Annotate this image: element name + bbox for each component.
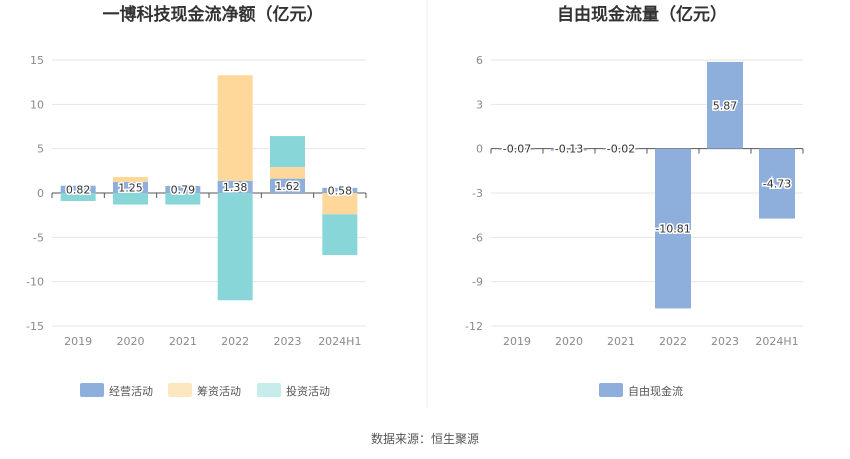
bar-segment	[113, 181, 148, 193]
legend-swatch	[168, 383, 192, 397]
x-tick-label: 2024H1	[318, 335, 361, 348]
y-tick-label: 3	[476, 98, 483, 111]
data-label: 1.38	[223, 181, 248, 194]
gridlines	[51, 59, 367, 327]
bar	[499, 148, 535, 150]
data-label: 5.87	[713, 99, 738, 112]
data-source: 数据来源：恒生聚源	[371, 431, 479, 446]
y-tick-label: -5	[33, 231, 44, 244]
x-tick-label: 2019	[64, 335, 92, 348]
data-labels: -0.07 -0.13 -0.02 -10.81 5.87 -4.73	[501, 98, 792, 237]
bar-segment	[270, 136, 305, 168]
legend-item[interactable]: 经营活动	[80, 383, 153, 398]
y-axis-ticks: 6 3 0 -3 -6 -9 -12	[465, 54, 483, 333]
data-label: 0.79	[171, 183, 196, 196]
bars	[60, 75, 358, 301]
x-tick-label: 2022	[221, 335, 249, 348]
bar	[551, 148, 587, 151]
bar-segment	[217, 180, 253, 193]
bar-segment	[322, 193, 358, 215]
legend: 自由现金流	[599, 383, 683, 398]
y-tick-label: -12	[465, 320, 483, 333]
data-label: 0.82	[66, 183, 91, 196]
bar-segment	[60, 193, 96, 201]
bar-segment	[270, 178, 305, 193]
x-axis-ticks: 2019 2020 2021 2022 2023 2024H1	[64, 335, 361, 348]
bar-segment	[113, 193, 148, 205]
bar-segment	[165, 193, 201, 205]
y-tick-label: 0	[476, 143, 483, 156]
y-axis-ticks: 15 10 5 0 -5 -10 -15	[26, 54, 44, 333]
legend-label: 自由现金流	[628, 384, 683, 398]
bar	[707, 61, 743, 149]
bar-segment	[322, 187, 358, 193]
y-tick-label: 15	[30, 54, 44, 67]
legend-item[interactable]: 投资活动	[257, 383, 330, 398]
x-tick-label: 2020	[555, 335, 583, 348]
data-label: -10.81	[655, 223, 690, 236]
data-labels: 0.82 1.25 0.79 1.38 1.62 0.58	[64, 178, 353, 199]
bar	[603, 148, 639, 150]
y-tick-label: 5	[37, 143, 44, 156]
x-axis-ticks: 2019 2020 2021 2022 2023 2024H1	[503, 335, 799, 348]
chart-title: 一博科技现金流净额（亿元）	[103, 4, 324, 25]
y-tick-label: -10	[26, 276, 44, 289]
y-tick-label: 10	[30, 98, 44, 111]
data-label: -0.13	[555, 143, 583, 156]
y-tick-label: -15	[26, 320, 44, 333]
x-tick-label: 2019	[503, 335, 531, 348]
data-label: 1.25	[118, 181, 143, 194]
legend-item[interactable]: 自由现金流	[599, 383, 683, 398]
bar-segment	[217, 75, 253, 181]
free-cash-flow-chart: 自由现金流量（亿元） 630-3-6-9-12 -0.07 -0.13 -0.02-…	[465, 4, 804, 398]
bars	[499, 61, 795, 309]
legend-label: 筹资活动	[197, 384, 241, 398]
bar	[759, 148, 795, 219]
data-label: -0.02	[607, 143, 635, 156]
x-tick-label: 2024H1	[755, 335, 798, 348]
data-label: 1.62	[275, 180, 300, 193]
data-label: -4.73	[763, 178, 791, 191]
legend-swatch	[257, 383, 281, 397]
bar-segment	[270, 167, 305, 179]
x-tick-label: 2020	[117, 335, 145, 348]
legend-label: 经营活动	[109, 384, 153, 398]
x-tick-label: 2023	[274, 335, 302, 348]
bar-segment	[217, 193, 253, 301]
data-label: -0.07	[503, 143, 531, 156]
x-tick-label: 2021	[607, 335, 635, 348]
x-tick-label: 2021	[169, 335, 197, 348]
y-tick-label: 0	[37, 187, 44, 200]
bar-segment	[322, 214, 358, 256]
y-tick-label: 6	[476, 54, 483, 67]
bar-segment	[60, 185, 96, 193]
x-tick-label: 2022	[659, 335, 687, 348]
legend-swatch	[80, 383, 104, 397]
net-cash-flow-chart: 一博科技现金流净额（亿元） 15 10 5 0 -5 -10 -15 0.82 1.25 0.7…	[26, 4, 367, 398]
legend: 经营活动 筹资活动 投资活动	[80, 383, 330, 398]
legend-item[interactable]: 筹资活动	[168, 383, 241, 398]
data-label: 0.58	[328, 184, 353, 197]
chart-title: 自由现金流量（亿元）	[557, 4, 727, 25]
bar-segment	[165, 185, 201, 193]
y-tick-label: -9	[472, 276, 483, 289]
gridlines	[490, 59, 804, 327]
bar	[655, 148, 691, 309]
bar-segment	[113, 177, 148, 182]
x-tick-label: 2023	[711, 335, 739, 348]
y-tick-label: -3	[472, 187, 483, 200]
y-tick-label: -6	[472, 231, 483, 244]
legend-label: 投资活动	[286, 384, 330, 398]
legend-swatch	[599, 383, 623, 397]
